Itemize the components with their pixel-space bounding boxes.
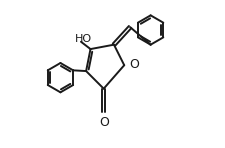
Text: HO: HO <box>74 34 92 44</box>
Text: O: O <box>99 116 109 129</box>
Text: O: O <box>129 58 139 71</box>
